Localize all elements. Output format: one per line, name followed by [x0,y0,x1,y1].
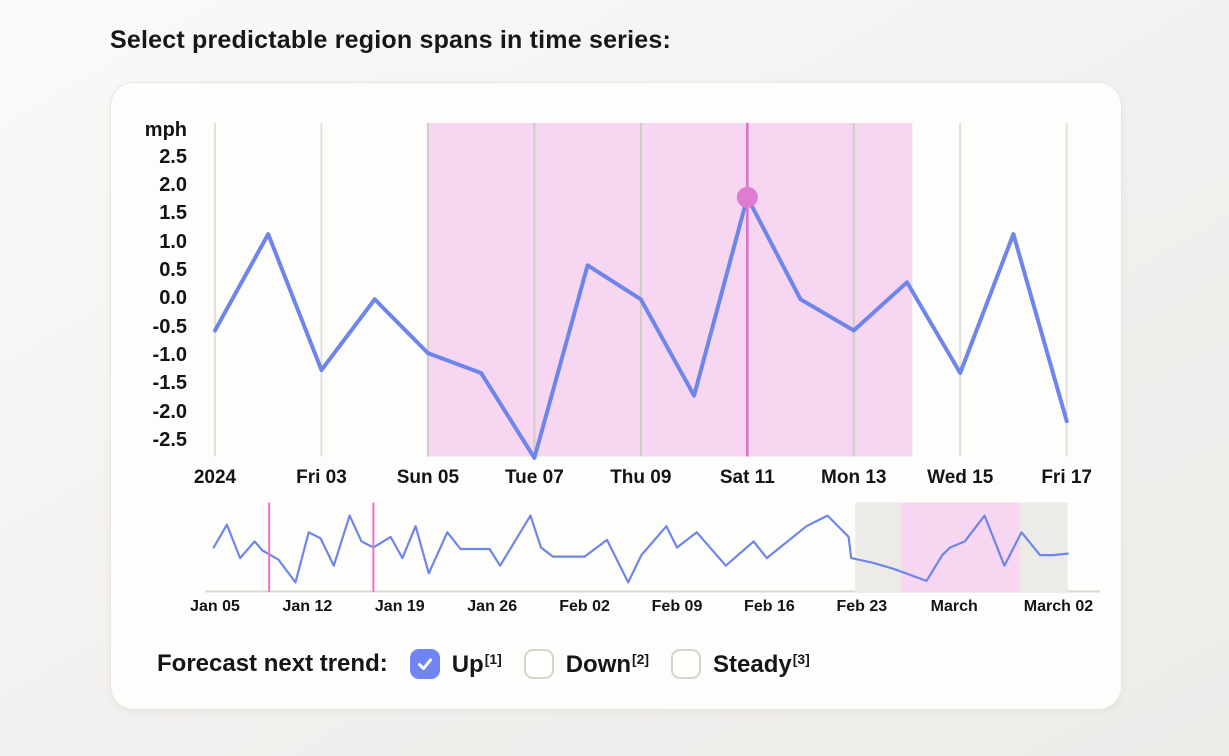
checkbox-steady[interactable] [671,649,702,679]
forecast-row: Forecast next trend: Up[1] Down[2] [157,643,832,685]
checkbox-down[interactable] [523,649,554,679]
overview-pink-region[interactable] [901,502,1021,593]
overview-series-line [212,514,1069,584]
forecast-option-down-label: Down[2] [565,650,650,678]
forecast-label: Forecast next trend: [157,650,388,677]
checkbox-up[interactable] [409,649,440,679]
checkmark-icon [417,658,432,671]
forecast-option-up[interactable]: Up[1] [409,649,502,679]
forecast-option-up-label: Up[1] [451,650,502,678]
forecast-option-steady-label: Steady[3] [713,650,810,678]
forecast-option-steady[interactable]: Steady[3] [671,649,810,679]
highlight-region[interactable] [427,123,913,457]
page-title: Select predictable region spans in time … [110,26,671,54]
selected-point-dot[interactable] [736,186,758,208]
forecast-option-down[interactable]: Down[2] [523,649,650,679]
main-series-line [213,195,1069,460]
